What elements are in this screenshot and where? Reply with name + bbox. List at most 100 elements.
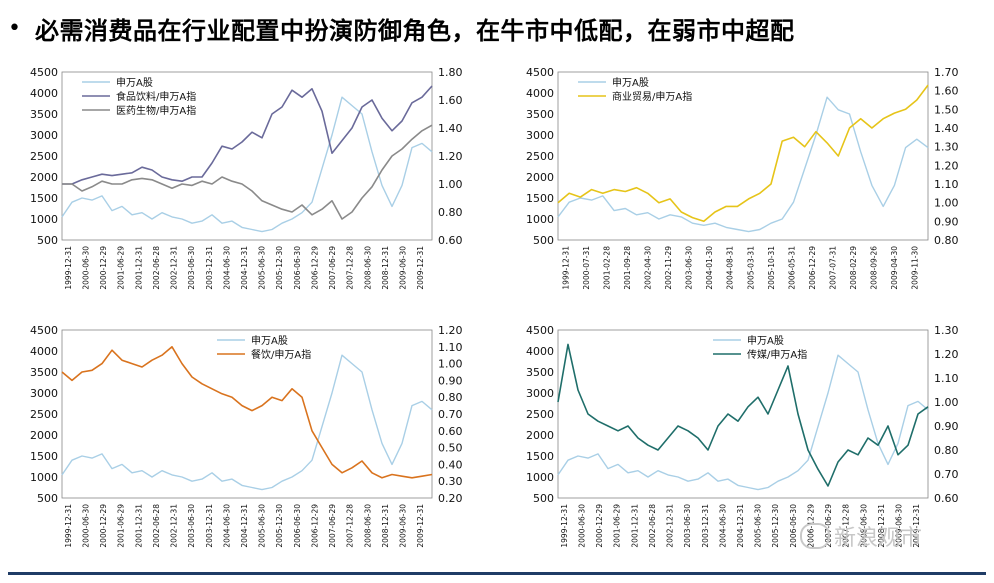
chart-panel-3: 500 1000 1500 2000 2500 3000 3500 4000 4500 0.20 0… xyxy=(12,318,487,573)
chart-panel-2: 500 1000 1500 2000 2500 3000 3500 4000 4500 0.80 0… xyxy=(508,60,983,315)
x-tick-label: 2001-12-31 xyxy=(134,246,143,290)
bullet: • xyxy=(8,15,21,41)
left-tick-label: 2000 xyxy=(526,429,554,442)
x-tick-label: 2008-12-31 xyxy=(381,246,390,290)
x-tick-label: 2003-12-31 xyxy=(701,504,710,548)
right-tick-label: 1.70 xyxy=(934,66,959,79)
right-tick-label: 0.90 xyxy=(934,420,959,433)
left-tick-label: 4000 xyxy=(30,345,58,358)
right-tick-label: 1.20 xyxy=(438,150,463,163)
legend-label: 申万A股 xyxy=(251,334,288,347)
left-tick-label: 4500 xyxy=(526,324,554,337)
left-tick-label: 2500 xyxy=(30,150,58,163)
right-tick-label: 1.20 xyxy=(934,348,959,361)
right-tick-label: 0.30 xyxy=(438,475,463,488)
right-tick-label: 1.00 xyxy=(934,197,959,210)
x-tick-label: 2005-10-31 xyxy=(767,246,776,290)
left-tick-label: 3500 xyxy=(526,366,554,379)
legend-label: 申万A股 xyxy=(747,334,784,347)
x-tick-label: 2009-11-30 xyxy=(911,246,920,290)
plot-frame xyxy=(557,71,929,241)
right-tick-label: 0.70 xyxy=(438,408,463,421)
x-tick-label: 2000-12-29 xyxy=(595,504,604,548)
right-tick-label: 1.00 xyxy=(438,178,463,191)
x-tick-label: 2005-06-30 xyxy=(258,246,267,290)
x-tick-label: 2004-06-30 xyxy=(222,246,231,290)
series-line-0 xyxy=(61,96,433,233)
x-tick-label: 2007-07-31 xyxy=(829,246,838,290)
x-tick-label: 2004-06-30 xyxy=(718,504,727,548)
page-title: 必需消费品在行业配置中扮演防御角色，在牛市中低配，在弱市中超配 xyxy=(34,16,795,45)
x-tick-label: 2008-09-26 xyxy=(870,246,879,290)
left-tick-label: 1000 xyxy=(526,213,554,226)
x-tick-label: 2006-12-29 xyxy=(310,246,319,290)
chart-catering: 500 1000 1500 2000 2500 3000 3500 4000 4500 0.20 0… xyxy=(30,324,463,548)
watermark-text: 新浪观市 xyxy=(834,526,923,551)
chart-panel-4: 500 1000 1500 2000 2500 3000 3500 4000 4500 0.60 0… xyxy=(508,318,983,573)
right-tick-label: 0.90 xyxy=(934,215,959,228)
right-tick-label: 1.10 xyxy=(934,178,959,191)
x-tick-label: 2001-06-29 xyxy=(117,246,126,290)
x-tick-label: 2000-06-30 xyxy=(81,246,90,290)
right-tick-label: 1.00 xyxy=(934,396,959,409)
x-tick-label: 2006-06-30 xyxy=(293,504,302,548)
right-tick-label: 0.60 xyxy=(934,492,959,505)
x-tick-label: 2000-12-29 xyxy=(99,504,108,548)
x-tick-label: 1999-12-31 xyxy=(64,246,73,290)
left-tick-label: 500 xyxy=(37,492,58,505)
left-tick-label: 4500 xyxy=(526,66,554,79)
x-tick-label: 2008-06-30 xyxy=(859,504,868,548)
headline: • 必需消费品在行业配置中扮演防御角色，在牛市中低配，在弱市中超配 xyxy=(8,8,794,48)
left-tick-label: 2500 xyxy=(30,408,58,421)
x-tick-label: 2008-12-31 xyxy=(877,504,886,548)
x-tick-label: 1999-12-31 xyxy=(560,504,569,548)
x-tick-label: 2004-12-31 xyxy=(240,504,249,548)
x-tick-label: 2004-08-31 xyxy=(726,246,735,290)
x-tick-label: 2002-12-31 xyxy=(170,504,179,548)
x-tick-label: 2000-06-30 xyxy=(81,504,90,548)
x-tick-label: 2002-06-28 xyxy=(152,504,161,548)
x-tick-label: 2006-12-29 xyxy=(310,504,319,548)
right-tick-label: 0.60 xyxy=(438,234,463,247)
left-tick-label: 1000 xyxy=(30,471,58,484)
x-tick-label: 2005-12-30 xyxy=(275,246,284,290)
x-tick-label: 2004-01-30 xyxy=(705,246,714,290)
x-tick-label: 2003-06-30 xyxy=(683,504,692,548)
x-tick-label: 2005-06-30 xyxy=(754,504,763,548)
right-tick-label: 0.80 xyxy=(438,391,463,404)
x-tick-label: 2005-12-30 xyxy=(771,504,780,548)
left-tick-label: 4500 xyxy=(30,66,58,79)
x-tick-label: 2001-09-28 xyxy=(623,246,632,290)
x-tick-label: 1999-12-31 xyxy=(561,246,570,290)
right-tick-label: 0.40 xyxy=(438,458,463,471)
legend-label: 传媒/申万A指 xyxy=(747,348,807,361)
plot-frame xyxy=(61,329,433,499)
watermark: 新浪观市 xyxy=(800,520,922,552)
x-tick-label: 2009-12-31 xyxy=(416,246,425,290)
right-tick-label: 1.10 xyxy=(934,372,959,385)
series-line-0 xyxy=(61,354,433,491)
right-tick-label: 1.60 xyxy=(934,85,959,98)
legend-label: 餐饮/申万A指 xyxy=(251,348,311,361)
right-tick-label: 1.10 xyxy=(438,341,463,354)
plot-frame xyxy=(557,329,929,499)
left-tick-label: 2500 xyxy=(526,408,554,421)
x-tick-label: 2004-06-30 xyxy=(222,504,231,548)
x-tick-label: 2001-12-31 xyxy=(630,504,639,548)
x-tick-label: 2004-12-31 xyxy=(736,504,745,548)
x-tick-label: 2002-06-28 xyxy=(648,504,657,548)
right-tick-label: 1.30 xyxy=(934,324,959,337)
left-tick-label: 1500 xyxy=(526,450,554,463)
x-tick-label: 2000-12-29 xyxy=(99,246,108,290)
series-line-1 xyxy=(557,343,929,487)
right-tick-label: 0.80 xyxy=(438,206,463,219)
right-tick-label: 0.20 xyxy=(438,492,463,505)
right-tick-label: 1.20 xyxy=(934,159,959,172)
x-tick-label: 2002-04-30 xyxy=(644,246,653,290)
x-tick-label: 2003-12-31 xyxy=(205,504,214,548)
x-tick-label: 2002-12-31 xyxy=(170,246,179,290)
x-tick-label: 2004-12-31 xyxy=(240,246,249,290)
right-tick-label: 1.40 xyxy=(438,122,463,135)
right-tick-label: 1.50 xyxy=(934,103,959,116)
x-tick-label: 2007-06-29 xyxy=(328,246,337,290)
